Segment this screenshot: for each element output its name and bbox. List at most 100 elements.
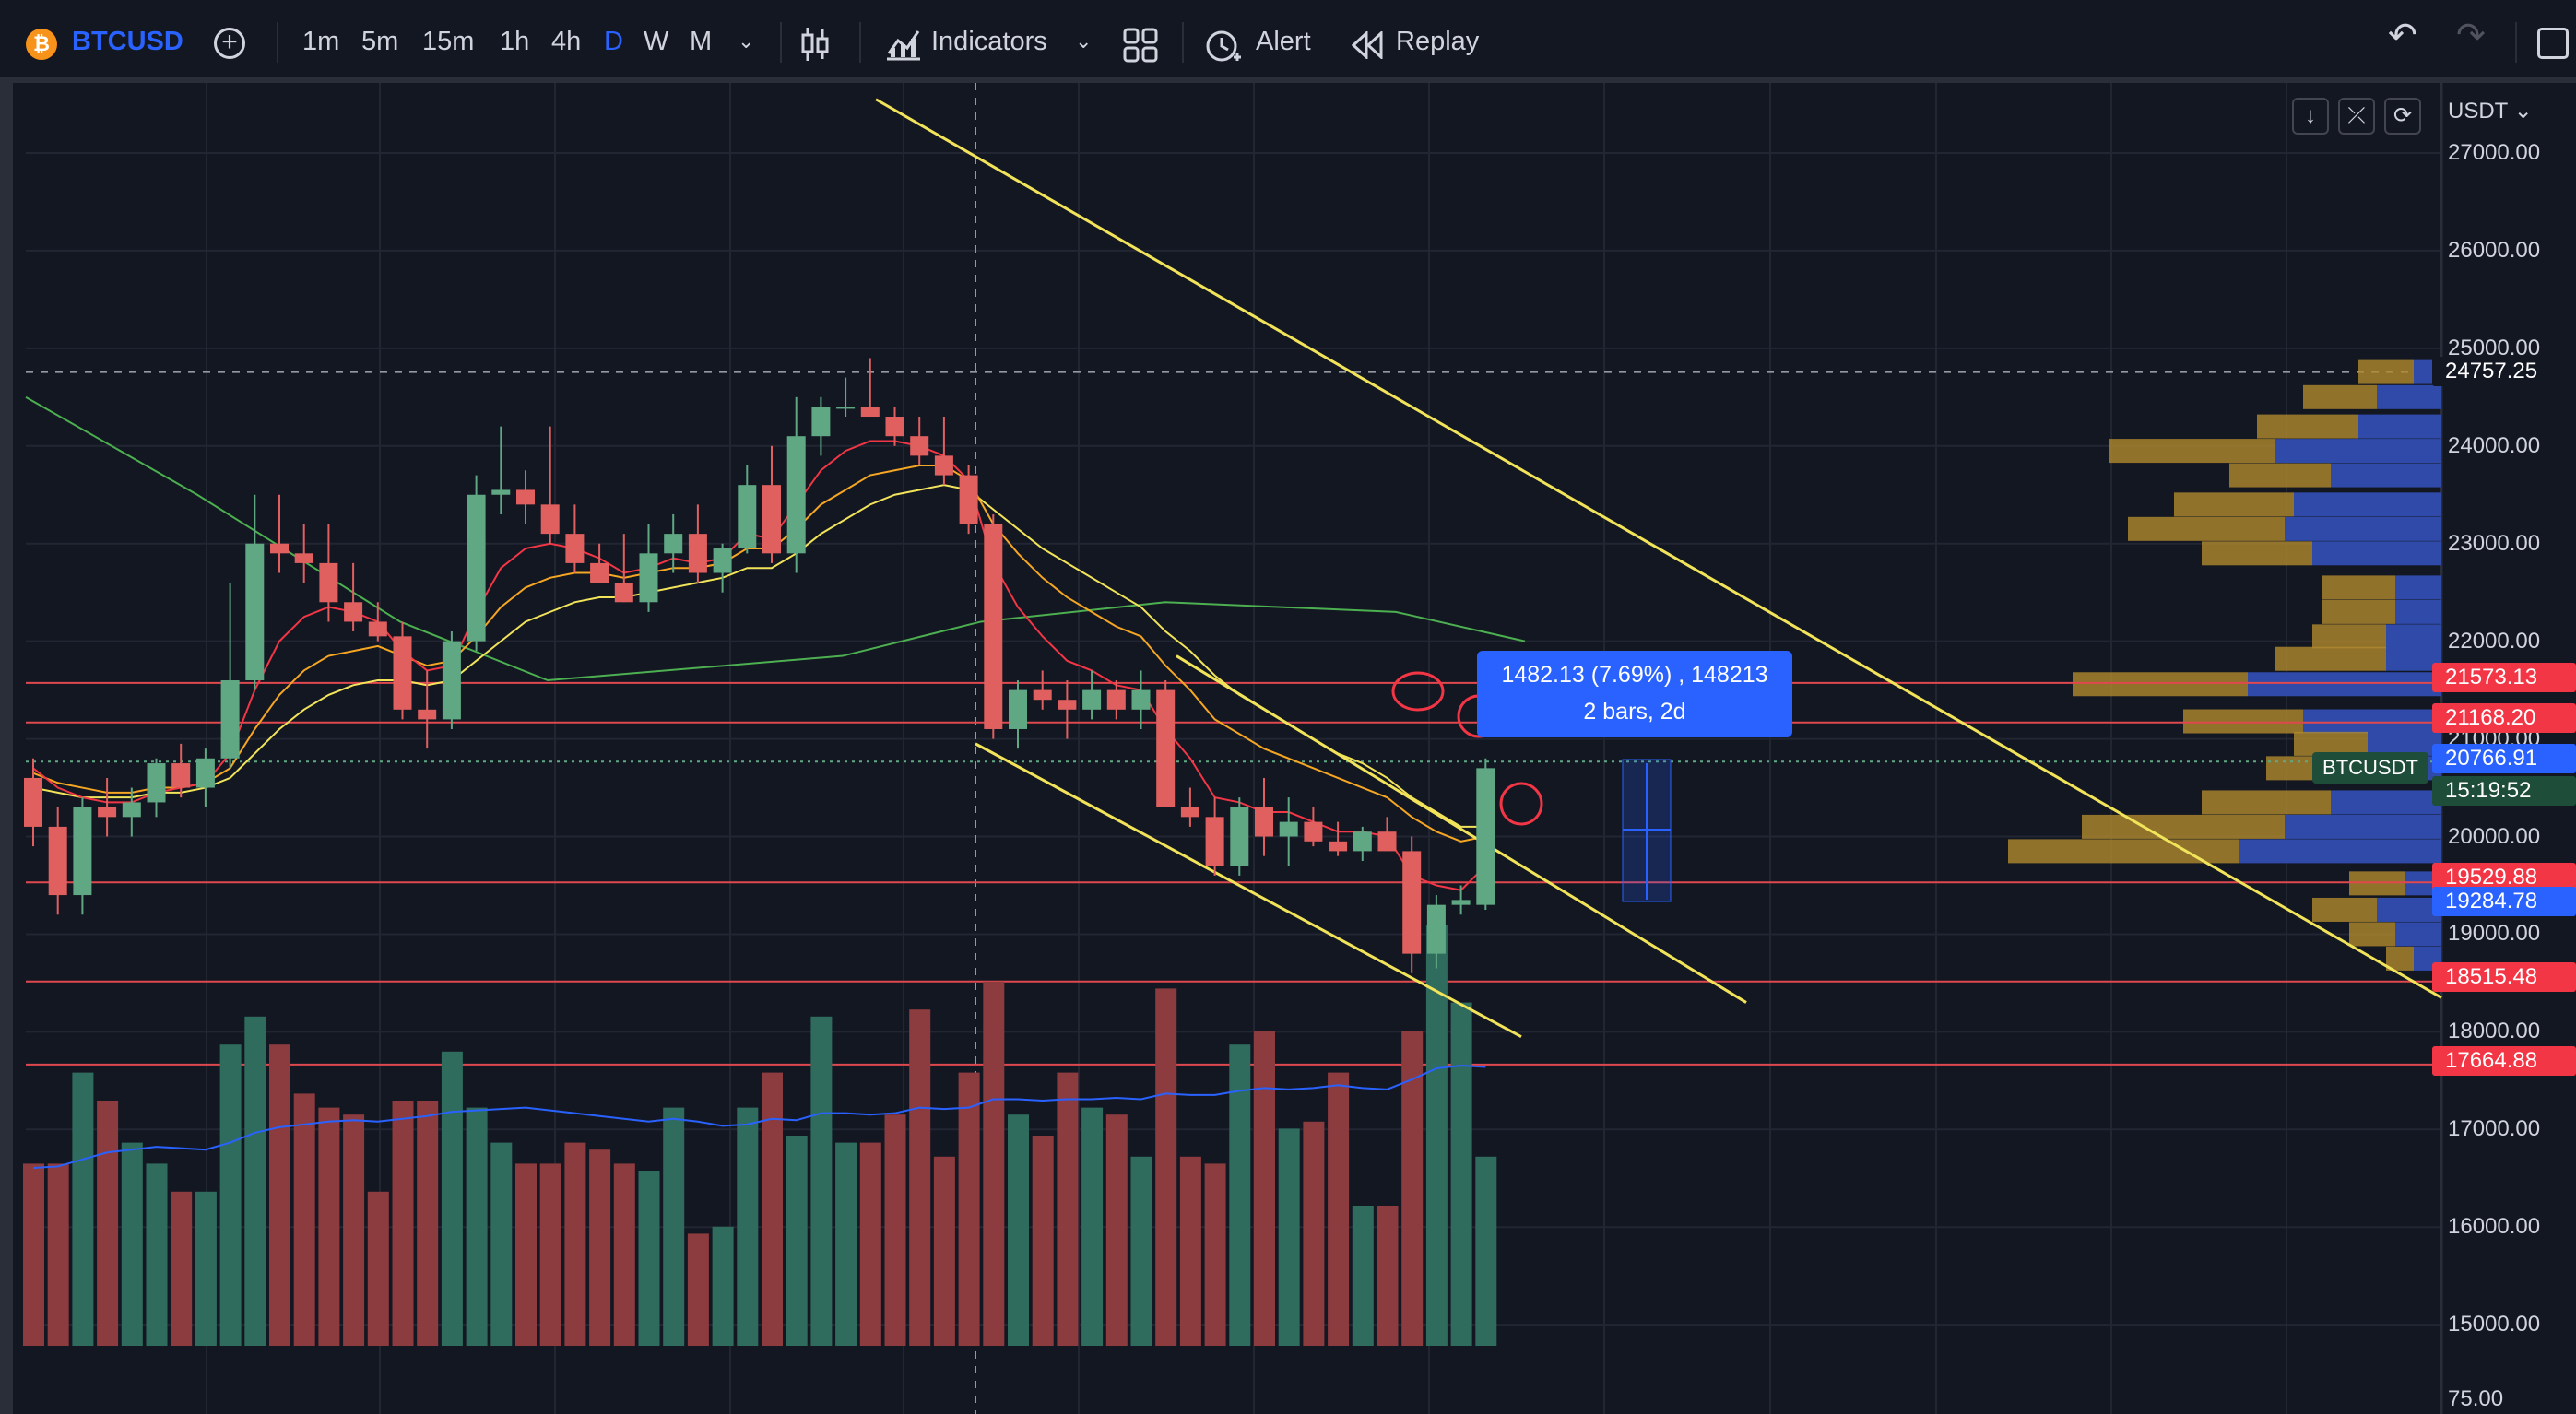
volume-bar <box>23 1163 44 1346</box>
toolbar-divider <box>2515 22 2517 63</box>
volume-bar <box>318 1107 340 1346</box>
volume-profile-bar <box>2229 463 2331 488</box>
volume-profile-bar <box>2294 731 2368 756</box>
volume-profile-bar <box>2008 839 2239 864</box>
volume-bar <box>1425 925 1448 1346</box>
indicators-icon[interactable] <box>885 26 922 63</box>
reset-chart-icon[interactable]: ⟳ <box>2384 98 2421 135</box>
volume-profile-bar <box>2331 463 2441 488</box>
redo-icon[interactable]: ↷ <box>2456 17 2486 55</box>
toolbar-divider <box>1182 22 1184 63</box>
volume-bar <box>392 1101 414 1346</box>
fullscreen-icon[interactable] <box>2537 28 2569 59</box>
alert-button[interactable]: Alert <box>1256 27 1311 56</box>
price-label: 21573.13 <box>2432 663 2576 692</box>
candle-body <box>319 562 338 603</box>
candle-body <box>688 534 707 573</box>
volume-bar <box>490 1142 513 1346</box>
price-axis-tick: 19000.00 <box>2448 921 2541 947</box>
volume-bar <box>1179 1156 1201 1346</box>
volume-profile-bar <box>2395 922 2441 947</box>
compare-add-icon[interactable]: + <box>214 28 245 59</box>
candle-type-icon[interactable] <box>800 26 830 63</box>
volume-bar <box>835 1142 857 1346</box>
volume-bar <box>1204 1163 1226 1346</box>
volume-bar <box>958 1072 980 1346</box>
volume-profile-bar <box>2368 731 2441 756</box>
candle-body <box>959 475 978 524</box>
candle-body <box>1353 831 1372 852</box>
timeframe-15m[interactable]: 15m <box>422 27 475 56</box>
candle-body <box>1106 689 1126 710</box>
price-label: 18515.48 <box>2432 962 2576 992</box>
timeframe-dropdown-chevron-icon[interactable]: ⌄ <box>738 29 755 53</box>
candle-body <box>910 436 929 456</box>
ma-long-line <box>25 395 1526 682</box>
price-axis-tick: 22000.00 <box>2448 628 2541 654</box>
candle-body <box>860 407 880 418</box>
candle-body <box>614 583 633 603</box>
volume-profile-bar <box>2128 516 2285 541</box>
price-chart[interactable] <box>13 83 2576 1414</box>
price-axis-tick: 26000.00 <box>2448 237 2541 263</box>
chart-pane[interactable] <box>0 83 2576 1414</box>
timeframe-4h[interactable]: 4h <box>551 27 582 56</box>
volume-bar <box>663 1107 685 1346</box>
volume-bar <box>97 1101 119 1346</box>
symbol-search-button[interactable]: BTCUSD <box>72 27 183 56</box>
indicators-chevron-down-icon[interactable]: ⌄ <box>1075 29 1093 53</box>
volume-bar <box>712 1226 734 1346</box>
volume-bar <box>983 981 1005 1346</box>
candle-body <box>220 680 240 759</box>
price-axis-tick: 17000.00 <box>2448 1116 2541 1142</box>
alarm-clock-icon[interactable] <box>1204 26 1243 65</box>
timeframe-1h[interactable]: 1h <box>500 27 530 56</box>
volume-bar <box>933 1156 955 1346</box>
candle-body <box>147 763 166 803</box>
replay-rewind-icon[interactable] <box>1352 31 1385 59</box>
undo-icon[interactable]: ↶ <box>2388 17 2417 55</box>
scroll-down-icon[interactable]: ↓ <box>2292 98 2329 135</box>
candle-body <box>984 524 1003 729</box>
candle-body <box>885 417 904 437</box>
collapse-icon[interactable]: ⤫ <box>2338 98 2375 135</box>
timeframe-1m[interactable]: 1m <box>302 27 340 56</box>
replay-button[interactable]: Replay <box>1396 27 1480 56</box>
volume-bar <box>1303 1121 1325 1346</box>
layout-grid-icon[interactable] <box>1123 28 1158 63</box>
volume-bar <box>859 1142 881 1346</box>
volume-bar <box>1401 1031 1424 1346</box>
measure-tooltip: 1482.13 (7.69%) , 148213 2 bars, 2d <box>1477 651 1792 737</box>
volume-bar <box>1081 1107 1104 1346</box>
volume-profile-bar <box>2377 384 2441 409</box>
volume-profile-bar <box>2349 922 2395 947</box>
candle-body <box>171 763 191 788</box>
measure-bars-text: 2 bars, 2d <box>1583 699 1686 725</box>
candle-body <box>934 455 953 476</box>
trendline-lower <box>975 742 1522 1038</box>
timeframe-d[interactable]: D <box>604 27 623 56</box>
volume-bar <box>219 1044 242 1346</box>
currency-selector[interactable]: USDT ⌄ <box>2448 99 2533 124</box>
timeframe-5m[interactable]: 5m <box>361 27 399 56</box>
toolbar-divider <box>780 22 782 63</box>
volume-bar <box>417 1101 439 1346</box>
indicators-button[interactable]: Indicators <box>931 27 1047 56</box>
price-axis-tick: 18000.00 <box>2448 1019 2541 1044</box>
volume-bar <box>1155 988 1177 1346</box>
price-label: 17664.88 <box>2432 1046 2576 1076</box>
timeframe-m[interactable]: M <box>690 27 713 56</box>
volume-profile-bar <box>2174 492 2294 517</box>
timeframe-w[interactable]: W <box>644 27 669 56</box>
price-axis-tick: 16000.00 <box>2448 1214 2541 1240</box>
volume-profile-bar <box>2073 672 2248 697</box>
volume-profile-bar <box>2312 624 2386 649</box>
volume-bar <box>466 1107 488 1346</box>
volume-bar <box>269 1044 290 1346</box>
candle-body <box>195 758 215 788</box>
volume-bar <box>293 1093 315 1346</box>
volume-profile-bar <box>2395 599 2441 624</box>
volume-profile-bar <box>2239 839 2441 864</box>
price-axis-tick: 75.00 <box>2448 1386 2504 1411</box>
